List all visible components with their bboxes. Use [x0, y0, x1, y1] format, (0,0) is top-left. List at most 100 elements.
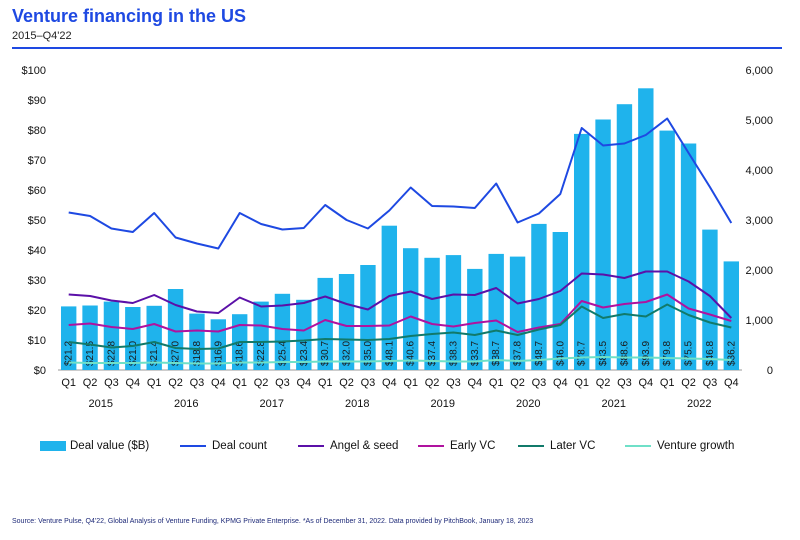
bar-value-label: $21.0	[128, 341, 139, 366]
deal-value-bar	[103, 301, 120, 370]
y-right-tick-label: 5,000	[745, 115, 773, 127]
quarter-tick-label: Q4	[296, 377, 311, 389]
quarter-tick-label: Q4	[211, 377, 226, 389]
deal-value-bar	[402, 248, 419, 370]
year-label: 2019	[431, 398, 455, 410]
bar-value-label: $25.4	[277, 341, 288, 366]
quarter-tick-label: Q3	[703, 377, 718, 389]
deal-value-bar	[702, 229, 718, 370]
bar-value-label: $38.7	[491, 341, 502, 366]
year-label: 2018	[345, 398, 369, 410]
legend-label: Angel & seed	[330, 440, 399, 452]
legend-item-angel-seed: Angel & seed	[298, 437, 398, 455]
deal-value-bar	[60, 306, 77, 370]
quarter-tick-label: Q4	[125, 377, 140, 389]
quarter-tick-label: Q4	[724, 377, 739, 389]
quarter-tick-label: Q2	[681, 377, 696, 389]
bar-value-label: $16.9	[213, 341, 224, 366]
quarter-tick-label: Q1	[489, 377, 504, 389]
angel-seed-line	[68, 270, 733, 319]
deal-value-bar	[573, 133, 590, 370]
legend-label: Venture growth	[657, 440, 735, 452]
quarter-tick-label: Q2	[254, 377, 269, 389]
quarter-tick-label: Q1	[232, 377, 247, 389]
deal-value-bar	[381, 225, 398, 370]
legend-line-swatch	[625, 445, 651, 447]
year-label: 2015	[89, 398, 113, 410]
bar-value-label: $18.6	[235, 341, 246, 366]
bar-value-label: $21.4	[149, 341, 160, 366]
bar-value-label: $93.9	[641, 341, 652, 366]
deal-value-bar	[274, 293, 291, 370]
legend-label: Deal count	[212, 440, 267, 452]
quarter-tick-label: Q3	[190, 377, 205, 389]
bar-value-label: $38.3	[448, 341, 459, 366]
deal-value-bar	[82, 305, 98, 370]
quarter-tick-label: Q2	[168, 377, 183, 389]
legend-line-swatch	[180, 445, 206, 447]
bar-value-label: $33.7	[470, 341, 481, 366]
deal-value-bar	[552, 232, 569, 370]
bar-value-label: $88.6	[619, 341, 630, 366]
quarter-tick-label: Q2	[83, 377, 98, 389]
quarter-tick-label: Q2	[510, 377, 525, 389]
bar-value-label: $27.0	[171, 341, 182, 366]
bar-value-label: $18.8	[192, 341, 203, 366]
year-label: 2022	[687, 398, 711, 410]
deal-value-bar	[360, 265, 376, 370]
bar-value-label: $46.0	[555, 341, 566, 366]
quarter-tick-label: Q1	[660, 377, 675, 389]
quarter-tick-label: Q1	[147, 377, 162, 389]
deal-value-bar	[723, 261, 740, 370]
chart-subtitle: 2015–Q4'22	[12, 30, 72, 42]
deal-value-bar	[638, 88, 654, 371]
bar-value-label: $21.2	[64, 341, 75, 366]
legend-item-venture-growth: Venture growth	[625, 437, 734, 455]
deal-value-bar	[509, 256, 526, 370]
quarter-tick-label: Q4	[382, 377, 397, 389]
legend-item-deal-value-b: Deal value ($B)	[40, 437, 149, 455]
deal-value-bar	[296, 299, 312, 370]
title-divider	[12, 47, 782, 49]
y-right-tick-label: 0	[767, 365, 773, 377]
quarter-tick-label: Q1	[574, 377, 589, 389]
legend-label: Early VC	[450, 440, 496, 452]
quarter-tick-label: Q3	[104, 377, 119, 389]
y-left-tick-label: $70	[28, 155, 46, 167]
deal-value-bar	[317, 277, 333, 370]
bar-value-label: $40.6	[406, 341, 417, 366]
quarter-tick-label: Q2	[596, 377, 611, 389]
quarter-tick-label: Q3	[617, 377, 632, 389]
quarter-tick-label: Q3	[446, 377, 461, 389]
early-vc-line	[68, 293, 732, 333]
y-right-tick-label: 6,000	[745, 65, 773, 77]
y-left-tick-label: $0	[34, 365, 46, 377]
quarter-tick-label: Q1	[318, 377, 333, 389]
bar-value-label: $48.1	[384, 341, 395, 366]
bar-value-label: $37.8	[513, 341, 524, 366]
deal-value-bar	[167, 289, 184, 370]
later-vc-line	[68, 303, 732, 350]
legend-item-early-vc: Early VC	[418, 437, 495, 455]
bar-value-label: $78.7	[577, 341, 588, 366]
bar-value-label: $23.4	[299, 341, 310, 366]
y-left-tick-label: $100	[22, 65, 46, 77]
legend-bar-swatch	[40, 441, 66, 451]
y-right-tick-label: 1,000	[745, 315, 773, 327]
bar-value-label: $46.8	[705, 341, 716, 366]
bar-value-label: $35.0	[363, 341, 374, 366]
quarter-tick-label: Q3	[275, 377, 290, 389]
quarter-tick-label: Q4	[638, 377, 653, 389]
y-left-tick-label: $90	[28, 95, 46, 107]
venture-financing-chart: $0 $10 $20 $30 $40 $50 $60 $70 $80 $90 $100 0 1,000 2…	[22, 65, 773, 410]
y-left-tick-label: $50	[28, 215, 46, 227]
quarter-tick-label: Q3	[532, 377, 547, 389]
deal-value-bar	[338, 274, 355, 370]
year-label: 2021	[602, 398, 626, 410]
legend-line-swatch	[518, 445, 544, 447]
legend-item-deal-count: Deal count	[180, 437, 267, 455]
legend-label: Later VC	[550, 440, 596, 452]
bar-value-label: $30.7	[320, 341, 331, 366]
quarter-tick-label: Q2	[339, 377, 354, 389]
quarter-tick-label: Q1	[403, 377, 418, 389]
